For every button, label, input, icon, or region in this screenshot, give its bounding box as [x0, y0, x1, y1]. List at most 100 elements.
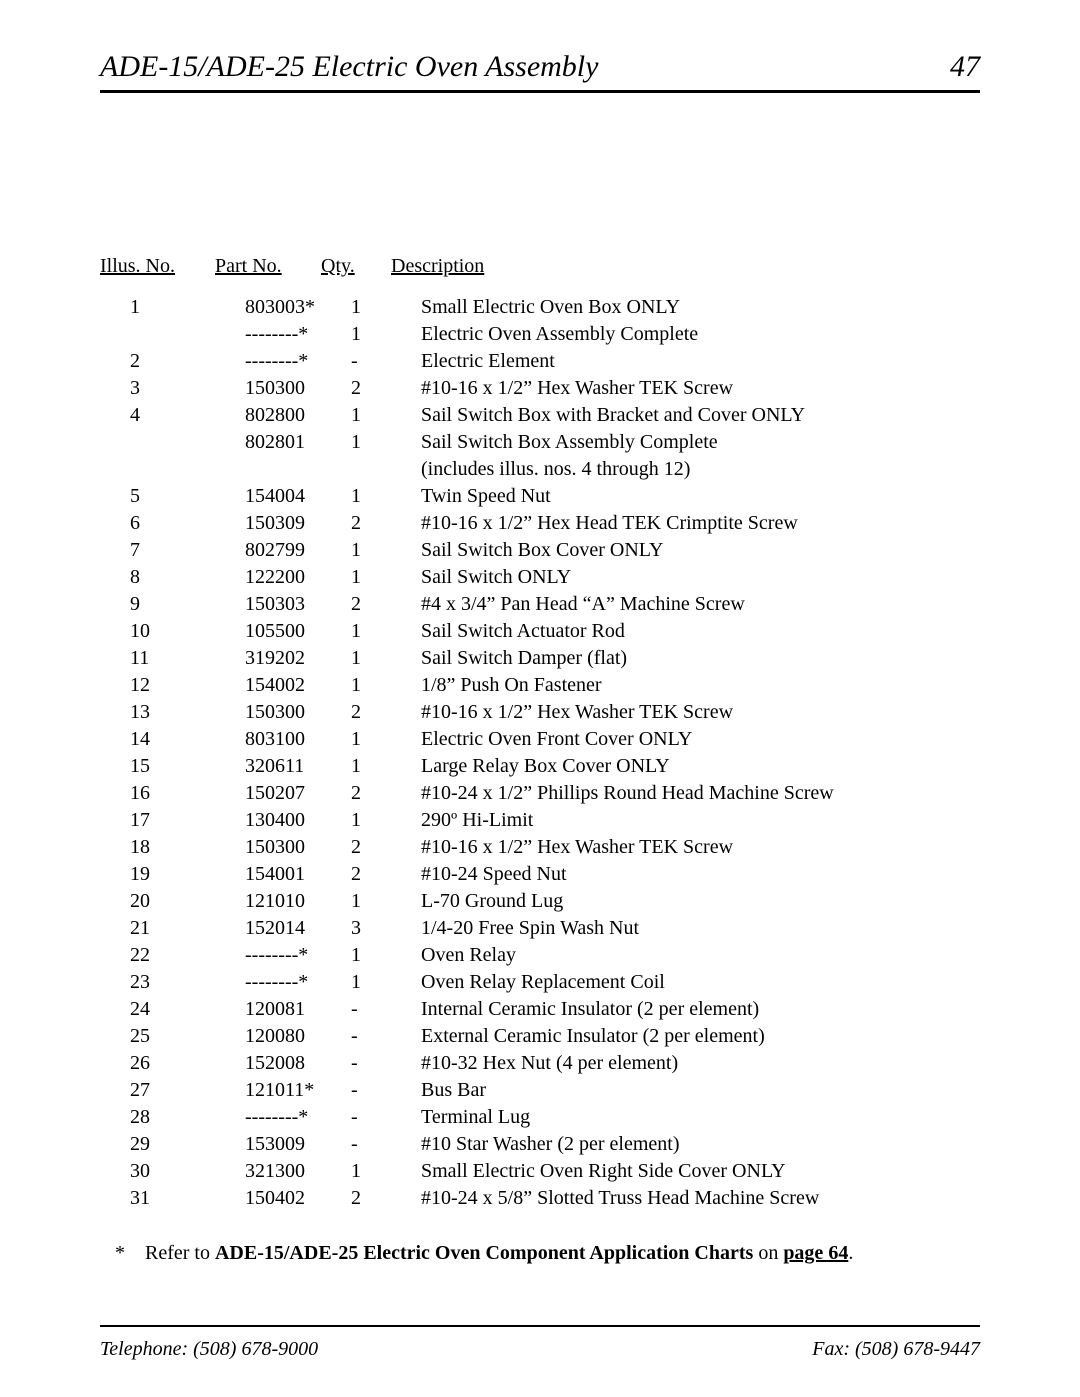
- cell-qty: 2: [345, 591, 421, 618]
- cell-desc: Terminal Lug: [421, 1104, 980, 1131]
- cell-illus: 26: [100, 1050, 245, 1077]
- cell-part: 150207: [245, 780, 345, 807]
- footnote-tail: .: [848, 1242, 853, 1264]
- cell-part: 105500: [245, 618, 345, 645]
- footer-phone: Telephone: (508) 678-9000: [100, 1338, 318, 1361]
- cell-qty: 2: [345, 1185, 421, 1212]
- cell-illus: 1: [100, 294, 245, 321]
- table-body: 1803003*1Small Electric Oven Box ONLY---…: [100, 294, 980, 1212]
- cell-qty: 2: [345, 375, 421, 402]
- table-row: (includes illus. nos. 4 through 12): [100, 456, 980, 483]
- footnote-mid: on: [753, 1242, 783, 1264]
- cell-desc: 290º Hi-Limit: [421, 807, 980, 834]
- footer-rule: [100, 1325, 980, 1327]
- cell-qty: 3: [345, 915, 421, 942]
- cell-qty: 1: [345, 402, 421, 429]
- cell-desc: Large Relay Box Cover ONLY: [421, 753, 980, 780]
- col-header-qty: Qty.: [315, 253, 391, 280]
- cell-desc: Sail Switch Box Assembly Complete: [421, 429, 980, 456]
- cell-qty: 1: [345, 888, 421, 915]
- cell-qty: 1: [345, 1158, 421, 1185]
- cell-illus: 11: [100, 645, 245, 672]
- cell-part: --------*: [245, 969, 345, 996]
- col-header-part: Part No.: [215, 253, 315, 280]
- cell-illus: 2: [100, 348, 245, 375]
- table-row: 25120080-External Ceramic Insulator (2 p…: [100, 1023, 980, 1050]
- table-row: 61503092#10-16 x 1/2” Hex Head TEK Crimp…: [100, 510, 980, 537]
- table-row: 171304001290º Hi-Limit: [100, 807, 980, 834]
- cell-qty: 1: [345, 483, 421, 510]
- cell-illus: 17: [100, 807, 245, 834]
- cell-part: 152008: [245, 1050, 345, 1077]
- cell-illus: 16: [100, 780, 245, 807]
- cell-part: 121010: [245, 888, 345, 915]
- table-row: 181503002#10-16 x 1/2” Hex Washer TEK Sc…: [100, 834, 980, 861]
- table-row: 22--------*1Oven Relay: [100, 942, 980, 969]
- cell-desc: Sail Switch ONLY: [421, 564, 980, 591]
- cell-illus: 22: [100, 942, 245, 969]
- table-row: 31503002#10-16 x 1/2” Hex Washer TEK Scr…: [100, 375, 980, 402]
- cell-part: --------*: [245, 348, 345, 375]
- cell-illus: 13: [100, 699, 245, 726]
- cell-part: 320611: [245, 753, 345, 780]
- col-header-desc: Description: [391, 253, 980, 280]
- cell-desc: #10-16 x 1/2” Hex Head TEK Crimptite Scr…: [421, 510, 980, 537]
- cell-illus: 21: [100, 915, 245, 942]
- table-row: 28--------*-Terminal Lug: [100, 1104, 980, 1131]
- cell-qty: 1: [345, 726, 421, 753]
- page: ADE-15/ADE-25 Electric Oven Assembly 47 …: [0, 0, 1080, 1397]
- page-title: ADE-15/ADE-25 Electric Oven Assembly: [100, 50, 598, 84]
- cell-part: --------*: [245, 1104, 345, 1131]
- table-row: 48028001Sail Switch Box with Bracket and…: [100, 402, 980, 429]
- cell-desc: External Ceramic Insulator (2 per elemen…: [421, 1023, 980, 1050]
- cell-desc: 1/8” Push On Fastener: [421, 672, 980, 699]
- cell-desc: Small Electric Oven Right Side Cover ONL…: [421, 1158, 980, 1185]
- cell-qty: -: [345, 1131, 421, 1158]
- cell-qty: 2: [345, 780, 421, 807]
- cell-desc: #10 Star Washer (2 per element): [421, 1131, 980, 1158]
- cell-part: 152014: [245, 915, 345, 942]
- cell-part: 803003*: [245, 294, 345, 321]
- cell-qty: -: [345, 348, 421, 375]
- cell-desc: 1/4-20 Free Spin Wash Nut: [421, 915, 980, 942]
- table-row: 27121011*-Bus Bar: [100, 1077, 980, 1104]
- table-row: 23--------*1Oven Relay Replacement Coil: [100, 969, 980, 996]
- cell-desc: Bus Bar: [421, 1077, 980, 1104]
- table-row: 101055001Sail Switch Actuator Rod: [100, 618, 980, 645]
- footnote-bold: ADE-15/ADE-25 Electric Oven Component Ap…: [215, 1242, 753, 1264]
- cell-desc: Oven Relay: [421, 942, 980, 969]
- cell-desc: Small Electric Oven Box ONLY: [421, 294, 980, 321]
- cell-qty: 1: [345, 969, 421, 996]
- cell-illus: 24: [100, 996, 245, 1023]
- cell-illus: 23: [100, 969, 245, 996]
- cell-illus: 28: [100, 1104, 245, 1131]
- footnote: * Refer to ADE-15/ADE-25 Electric Oven C…: [100, 1242, 980, 1265]
- cell-qty: -: [345, 1050, 421, 1077]
- cell-desc: Electric Element: [421, 348, 980, 375]
- cell-illus: 15: [100, 753, 245, 780]
- cell-qty: 2: [345, 699, 421, 726]
- cell-part: --------*: [245, 321, 345, 348]
- cell-illus: 7: [100, 537, 245, 564]
- cell-illus: 9: [100, 591, 245, 618]
- cell-qty: -: [345, 1077, 421, 1104]
- cell-qty: 1: [345, 429, 421, 456]
- cell-desc: Sail Switch Damper (flat): [421, 645, 980, 672]
- cell-part: 120080: [245, 1023, 345, 1050]
- table-row: 24120081-Internal Ceramic Insulator (2 p…: [100, 996, 980, 1023]
- cell-desc: #10-16 x 1/2” Hex Washer TEK Screw: [421, 699, 980, 726]
- cell-part: 803100: [245, 726, 345, 753]
- cell-qty: 2: [345, 834, 421, 861]
- table-row: 91503032#4 x 3/4” Pan Head “A” Machine S…: [100, 591, 980, 618]
- cell-illus: 27: [100, 1077, 245, 1104]
- table-row: 303213001Small Electric Oven Right Side …: [100, 1158, 980, 1185]
- page-header: ADE-15/ADE-25 Electric Oven Assembly 47: [100, 50, 980, 93]
- cell-part: 150303: [245, 591, 345, 618]
- page-number: 47: [950, 50, 980, 84]
- table-row: 113192021Sail Switch Damper (flat): [100, 645, 980, 672]
- cell-part: 153009: [245, 1131, 345, 1158]
- cell-part: 154002: [245, 672, 345, 699]
- cell-qty: 1: [345, 672, 421, 699]
- table-row: 311504022#10-24 x 5/8” Slotted Truss Hea…: [100, 1185, 980, 1212]
- cell-illus: [100, 429, 245, 456]
